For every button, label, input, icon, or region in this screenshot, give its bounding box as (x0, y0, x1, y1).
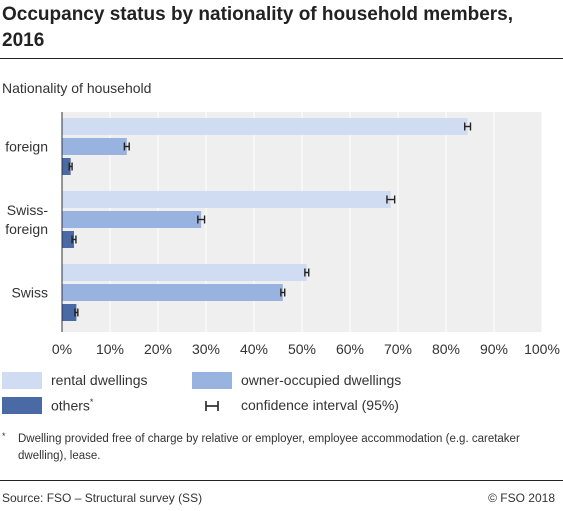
source-text: Source: FSO – Structural survey (SS) (2, 491, 203, 505)
category-label-swiss-foreign: Swiss- (7, 202, 49, 218)
confidence-interval-icon (205, 401, 219, 411)
bar-foreign-owner (62, 138, 127, 155)
x-tick-label: 50% (288, 341, 316, 357)
title-divider (0, 58, 563, 59)
copyright-text: © FSO 2018 (488, 491, 555, 505)
footer-divider (0, 480, 563, 481)
bar-swiss-foreign-owner (62, 211, 202, 228)
footnote-text: Dwelling provided free of charge by rela… (18, 433, 520, 462)
legend-swatch-rental (2, 372, 42, 389)
bar-foreign-others (62, 158, 71, 175)
x-tick-label: 100% (524, 341, 560, 357)
category-label-swiss: Swiss (11, 285, 48, 301)
chart-subtitle: Nationality of household (2, 80, 152, 96)
x-tick-label: 30% (192, 341, 220, 357)
footnote: * Dwelling provided free of charge by re… (2, 431, 547, 465)
bar-swiss-foreign-rental (62, 191, 391, 208)
x-tick-label: 0% (52, 341, 72, 357)
x-tick-label: 10% (96, 341, 124, 357)
bar-foreign-rental (62, 118, 468, 135)
legend-others-marker: * (89, 397, 94, 407)
bar-swiss-owner (62, 284, 283, 301)
x-tick-label: 80% (432, 341, 460, 357)
legend-swatch-others (2, 397, 42, 414)
legend-label-owner: owner-occupied dwellings (241, 372, 402, 388)
category-label-swiss-foreign: foreign (5, 221, 48, 237)
bar-swiss-rental (62, 264, 307, 281)
bar-swiss-others (62, 304, 77, 321)
x-tick-label: 60% (336, 341, 364, 357)
chart-title: Occupancy status by nationality of house… (2, 4, 513, 51)
footnote-marker: * (2, 431, 6, 441)
legend-others: others* (51, 397, 93, 414)
x-tick-label: 70% (384, 341, 412, 357)
legend-label-ci: confidence interval (95%) (241, 397, 399, 413)
bar-swiss-foreign-others (62, 231, 74, 248)
bar-chart: foreign Swiss-foreign Swiss 0% 10% 20% 30% 40% 5… (5, 112, 560, 357)
legend-swatch-owner (192, 372, 232, 389)
x-tick-label: 20% (144, 341, 172, 357)
x-tick-label: 90% (480, 341, 508, 357)
legend-label-others: others (51, 397, 90, 414)
legend-label-rental: rental dwellings (51, 372, 148, 388)
category-label-foreign: foreign (5, 139, 48, 155)
x-tick-label: 40% (240, 341, 268, 357)
